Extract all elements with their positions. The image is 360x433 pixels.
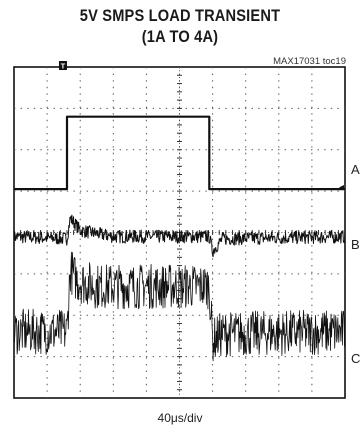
trace-c	[13, 251, 346, 362]
channel-label-c: C	[351, 350, 360, 366]
x-axis-scale-label: 40μs/div	[157, 411, 203, 425]
plot-traces	[13, 115, 346, 362]
part-number-label: MAX17031 toc19	[273, 56, 346, 67]
chart-title: 5V SMPS LOAD TRANSIENT	[79, 6, 281, 25]
channel-label-b: B	[351, 236, 360, 252]
trace-b	[13, 214, 346, 258]
trigger-marker-text: T	[61, 62, 66, 71]
channel-label-a: A	[351, 162, 360, 178]
chart-subtitle: (1A TO 4A)	[141, 27, 219, 46]
trigger-marker-box	[58, 61, 67, 70]
trace-a	[14, 115, 345, 191]
trigger-marker: T	[58, 61, 344, 191]
channel-a-ground-arrow	[339, 185, 344, 191]
